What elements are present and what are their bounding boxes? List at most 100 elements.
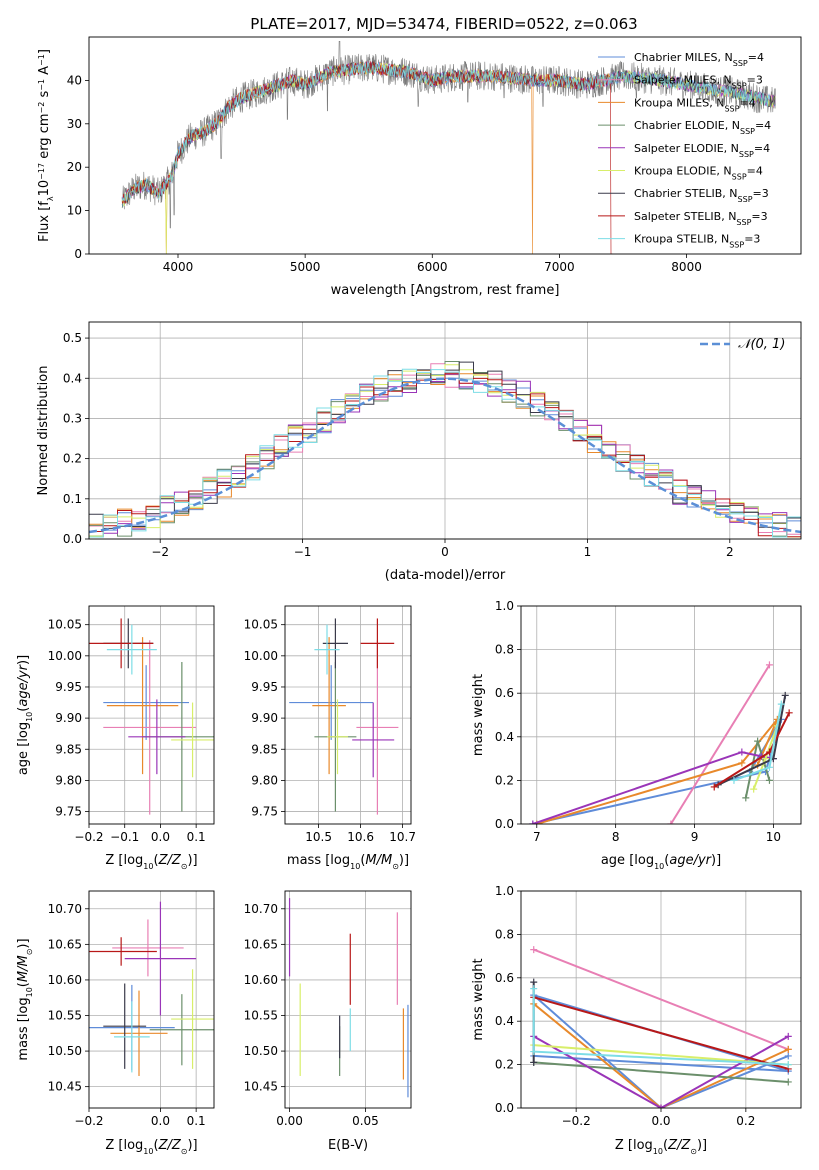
text-part: )] (399, 853, 409, 868)
plot-area (89, 901, 214, 1076)
weight-marker (784, 1052, 792, 1060)
text-part: 10 (37, 180, 52, 197)
y-tick-label: 1.0 (495, 884, 514, 898)
axes-frame (88, 890, 215, 1109)
text-part: Z/Z (158, 1138, 182, 1153)
text-part: =4 (755, 119, 771, 132)
plot-area (288, 898, 409, 1098)
text-part: Chabrier ELODIE, N (634, 119, 740, 132)
figure-title: PLATE=2017, MJD=53474, FIBERID=0522, z=0… (250, 15, 637, 33)
text-part: 10 (143, 1147, 153, 1156)
text-part: =3 (744, 233, 760, 246)
weight-marker (765, 661, 773, 669)
x-tick-label: 10.5 (305, 830, 332, 844)
weight-marker (765, 763, 773, 771)
weight-marker (710, 783, 718, 791)
y-tick-label: 10.00 (244, 649, 278, 663)
axes-frame (88, 605, 215, 825)
panel-mass-Z: −0.2 0.0 0.1 10.45 10.50 10.55 10.60 10.65 10.70… (16, 890, 215, 1156)
text-part: erg cm (37, 113, 52, 162)
weight-series-7 (533, 996, 789, 1070)
y-tick-label: 0.4 (495, 730, 514, 744)
weight-marker (781, 691, 789, 699)
text-part: )] (697, 1138, 707, 1153)
panel-weight-Z: −0.2 0.0 0.2 0.0 0.2 0.4 0.6 0.8 1.0 Z [log10(Z/Z… (471, 884, 802, 1156)
x-axis-label: age [log10(age/yr)] (601, 853, 721, 871)
x-tick-label: −2 (151, 545, 169, 559)
text-part: ⊙ (181, 862, 188, 871)
model-spectrum-8 (121, 61, 770, 202)
y-tick-label: 0.6 (495, 971, 514, 985)
text-part: age/yr (669, 853, 712, 868)
text-part: )] (187, 853, 197, 868)
weight-series-4 (532, 751, 774, 824)
model-spectrum-2 (121, 61, 613, 254)
weight-series-5 (533, 1044, 789, 1066)
text-part: age/yr (16, 663, 31, 706)
text-part: A (37, 66, 52, 79)
text-part: λ (46, 196, 55, 201)
text-part: −1 (37, 79, 46, 91)
x-tick-label: −0.2 (562, 1114, 591, 1128)
weight-series-1 (670, 664, 771, 824)
y-tick-label: 30 (67, 117, 82, 131)
text-part: ] (37, 49, 52, 54)
panel-age-Z: −0.2 −0.1 0.0 0.1 9.75 9.80 9.85 9.90 9.95 10.00 1… (16, 605, 215, 871)
y-tick-label: 0.2 (63, 452, 82, 466)
y-axis-label: age [log10(age/yr)] (16, 655, 34, 775)
text-part: 10 (143, 862, 153, 871)
x-tick-label: 0.0 (651, 1114, 670, 1128)
x-axis-label: mass [log10(M/M⊙)] (287, 853, 409, 871)
weight-marker (530, 978, 538, 986)
y-tick-label: 0.6 (495, 686, 514, 700)
x-axis-label: Z [log10(Z/Z⊙)] (105, 853, 197, 871)
text-part: Salpeter MILES, N (634, 74, 732, 87)
x-tick-label: −1 (294, 545, 312, 559)
y-axis-label: Normed distribution (36, 366, 51, 496)
plot-area (89, 618, 214, 815)
legend-label: Kroupa MILES, NSSP=4 (634, 96, 756, 113)
y-tick-label: 20 (67, 160, 82, 174)
text-part: Z/Z (158, 853, 182, 868)
x-tick-label: 7 (533, 830, 541, 844)
y-tick-label: 1.0 (495, 599, 514, 613)
text-part: 10 (653, 1147, 663, 1156)
text-part: 10 (25, 712, 34, 722)
text-part: 10 (654, 862, 664, 871)
y-tick-label: 9.80 (251, 773, 278, 787)
y-tick-label: 9.95 (55, 680, 82, 694)
y-tick-label: 0.3 (63, 411, 82, 425)
panel-age-mass: 10.5 10.6 10.7 9.75 9.80 9.85 9.90 9.95 10.00 10.… (244, 605, 416, 871)
legend-label: Salpeter MILES, NSSP=3 (634, 74, 763, 91)
text-part: ⊙ (690, 1147, 697, 1156)
text-part: SSP (739, 149, 754, 158)
y-tick-label: 10.55 (244, 1009, 278, 1023)
y-axis-label: mass [log10(M/M⊙)] (16, 938, 34, 1060)
text-part: )] (16, 938, 31, 948)
weight-marker (784, 1032, 792, 1040)
text-part: SSP (732, 81, 747, 90)
hist-series-7 (89, 372, 801, 538)
y-tick-label: 0.8 (495, 927, 514, 941)
y-tick-label: 10.65 (48, 937, 82, 951)
text-part: =3 (747, 74, 763, 87)
weight-marker (730, 776, 738, 784)
y-tick-label: 10 (67, 204, 82, 218)
weight-marker (657, 1104, 665, 1108)
weight-marker (765, 776, 773, 784)
text-part: mass [log (287, 853, 350, 868)
text-part: Kroupa ELODIE, N (634, 165, 732, 178)
legend-label: Kroupa STELIB, NSSP=3 (634, 233, 760, 250)
y-tick-label: 10.45 (244, 1080, 278, 1094)
text-part: Z [log (105, 853, 143, 868)
x-tick-label: 5000 (290, 260, 321, 274)
y-tick-label: 10.00 (48, 649, 82, 663)
text-part: Z [log (105, 1138, 143, 1153)
weight-series-2 (536, 718, 779, 824)
plot-area (289, 618, 399, 815)
x-tick-label: −0.1 (110, 830, 139, 844)
text-part: SSP (733, 59, 748, 68)
panel-residuals: −2 −1 0 1 2 0.0 0.1 0.2 0.3 0.4 0.5 𝒩(0, 1) (data-mo… (36, 321, 802, 583)
